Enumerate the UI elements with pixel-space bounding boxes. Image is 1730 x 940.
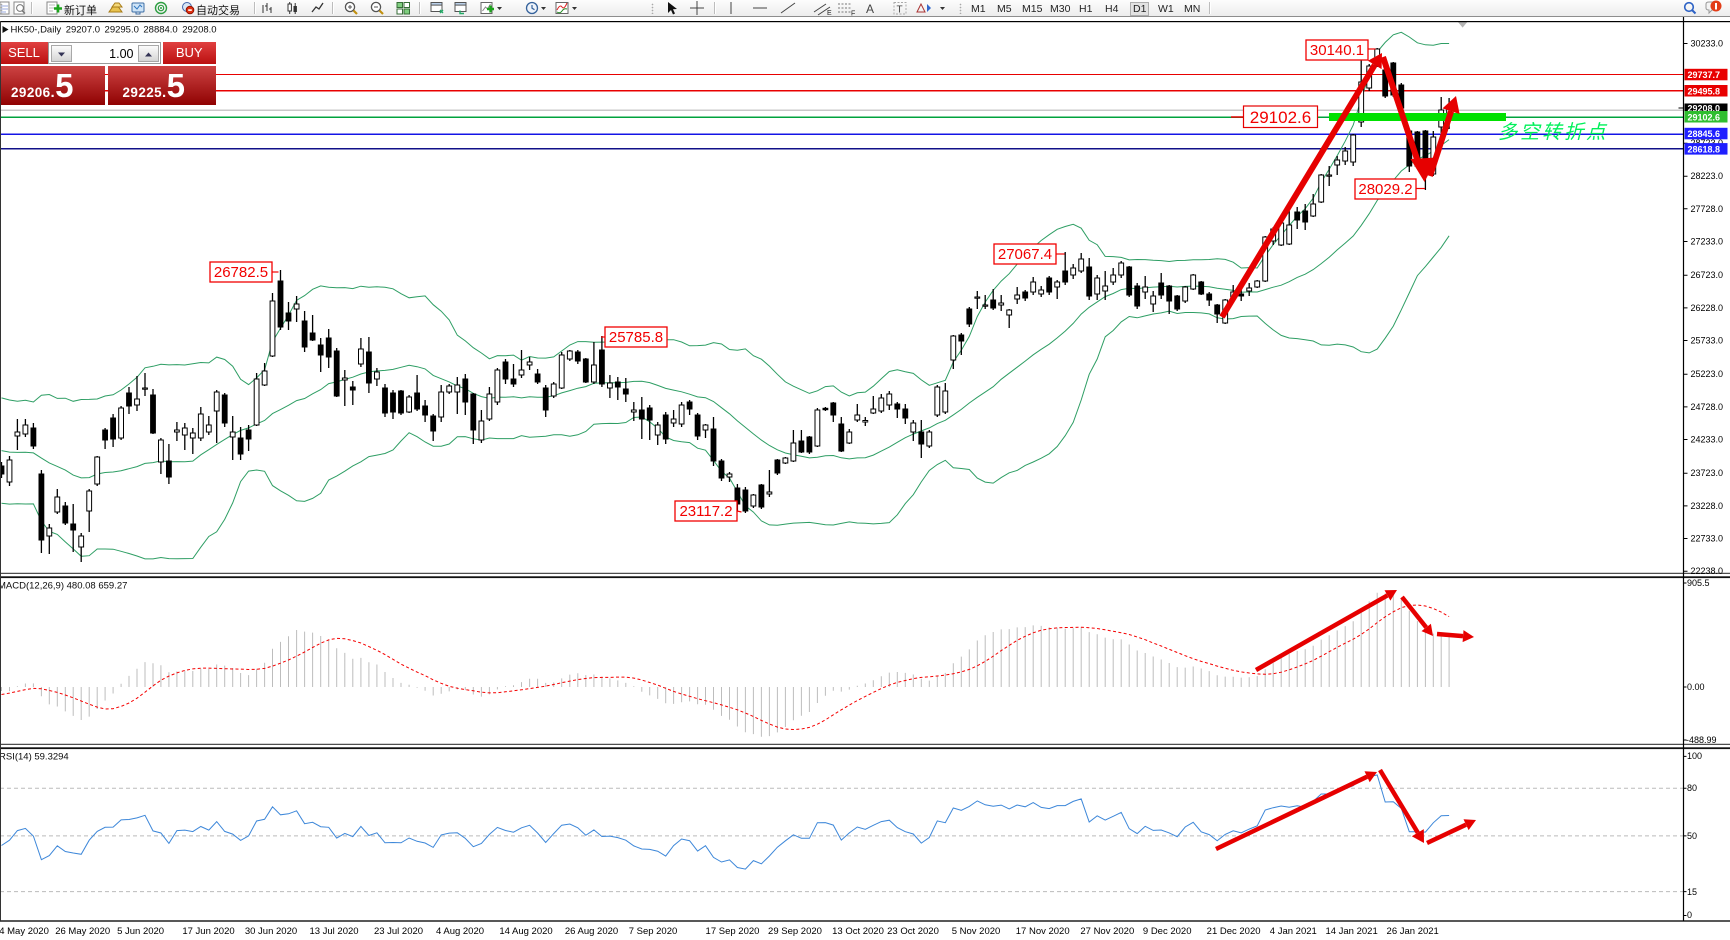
svg-text:23723.0: 23723.0 [1691,468,1724,478]
svg-text:14 Jan 2021: 14 Jan 2021 [1325,926,1377,937]
svg-text:13 Oct 2020: 13 Oct 2020 [832,926,884,937]
svg-text:4 Jan 2021: 4 Jan 2021 [1270,926,1317,937]
svg-text:26 May 2020: 26 May 2020 [55,926,110,937]
svg-text:9 Dec 2020: 9 Dec 2020 [1143,926,1192,937]
svg-text:F: F [851,11,855,17]
svg-text:13 Jul 2020: 13 Jul 2020 [309,926,358,937]
svg-text:22733.0: 22733.0 [1691,534,1724,544]
svg-text:29737.7: 29737.7 [1688,70,1721,80]
svg-text:25785.8: 25785.8 [609,329,663,346]
svg-text:22238.0: 22238.0 [1691,566,1724,576]
svg-text:28223.0: 28223.0 [1691,171,1724,181]
svg-text:MACD(12,26,9) 480.08 659.27: MACD(12,26,9) 480.08 659.27 [0,581,127,592]
svg-text:25733.0: 25733.0 [1691,336,1724,346]
svg-text:30233.0: 30233.0 [1691,39,1724,49]
svg-text:50: 50 [1687,831,1697,841]
svg-text:905.5: 905.5 [1687,578,1710,588]
svg-text:27067.4: 27067.4 [998,246,1052,263]
svg-text:27728.0: 27728.0 [1691,204,1724,214]
svg-text:26723.0: 26723.0 [1691,270,1724,280]
svg-text:23 Oct 2020: 23 Oct 2020 [887,926,939,937]
svg-text:4 Aug 2020: 4 Aug 2020 [436,926,484,937]
svg-text:30 Jun 2020: 30 Jun 2020 [245,926,297,937]
svg-text:0.00: 0.00 [1687,682,1705,692]
svg-text:17 Nov 2020: 17 Nov 2020 [1016,926,1070,937]
svg-text:23228.0: 23228.0 [1691,501,1724,511]
svg-text:A: A [866,2,874,16]
svg-text:24233.0: 24233.0 [1691,435,1724,445]
svg-text:17 Jun 2020: 17 Jun 2020 [182,926,234,937]
svg-text:5 Jun 2020: 5 Jun 2020 [117,926,164,937]
svg-text:26 Jan 2021: 26 Jan 2021 [1387,926,1439,937]
svg-text:30140.1: 30140.1 [1310,42,1364,59]
svg-text:5 Nov 2020: 5 Nov 2020 [952,926,1001,937]
svg-text:14 May 2020: 14 May 2020 [0,926,49,937]
svg-text:E: E [827,10,832,16]
svg-text:T: T [897,5,903,16]
svg-text:24728.0: 24728.0 [1691,402,1724,412]
svg-text:多空转折点: 多空转折点 [1498,122,1608,144]
svg-text:23 Jul 2020: 23 Jul 2020 [374,926,423,937]
svg-text:15: 15 [1687,887,1697,897]
svg-text:26228.0: 26228.0 [1691,303,1724,313]
svg-text:-488.99: -488.99 [1686,735,1717,745]
svg-text:26 Aug 2020: 26 Aug 2020 [565,926,618,937]
svg-text:29495.8: 29495.8 [1688,86,1721,96]
svg-text:23117.2: 23117.2 [679,503,732,520]
svg-text:28845.6: 28845.6 [1688,129,1721,139]
svg-text:21 Dec 2020: 21 Dec 2020 [1207,926,1261,937]
svg-text:80: 80 [1687,783,1697,793]
svg-text:29208.0: 29208.0 [1688,103,1721,113]
svg-text:29102.6: 29102.6 [1688,112,1721,122]
svg-text:27233.0: 27233.0 [1691,237,1724,247]
svg-text:29 Sep 2020: 29 Sep 2020 [768,926,822,937]
svg-text:0: 0 [1687,910,1692,920]
svg-text:14 Aug 2020: 14 Aug 2020 [499,926,552,937]
svg-text:28618.8: 28618.8 [1688,144,1721,154]
svg-text:26782.5: 26782.5 [214,264,268,281]
svg-text:27 Nov 2020: 27 Nov 2020 [1080,926,1134,937]
svg-text:100: 100 [1687,751,1702,761]
svg-text:25223.0: 25223.0 [1691,369,1724,379]
svg-text:28029.2: 28029.2 [1358,181,1412,198]
svg-text:17 Sep 2020: 17 Sep 2020 [706,926,760,937]
svg-text:7 Sep 2020: 7 Sep 2020 [629,926,678,937]
svg-text:RSI(14) 59.3294: RSI(14) 59.3294 [0,752,69,763]
svg-text:29102.6: 29102.6 [1250,108,1311,127]
